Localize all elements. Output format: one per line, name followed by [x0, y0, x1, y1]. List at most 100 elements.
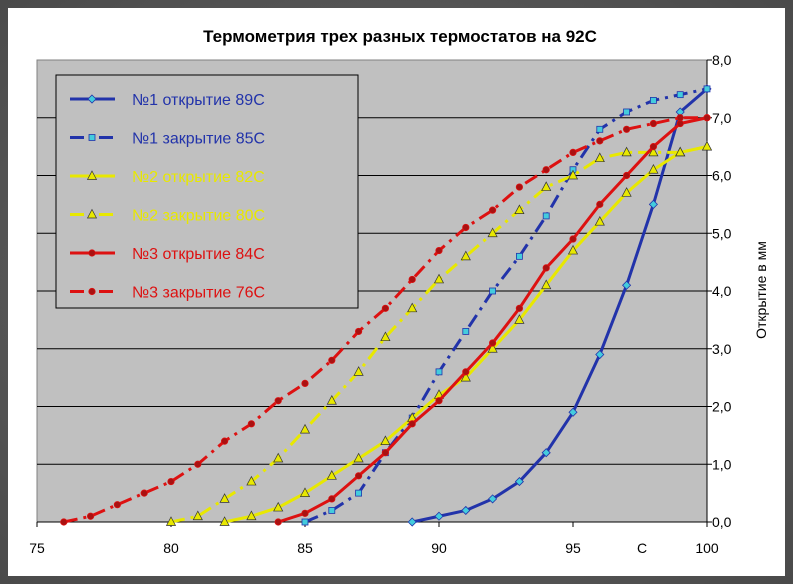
y-tick-label: 1,0 — [712, 456, 732, 472]
y-tick-label: 8,0 — [712, 52, 732, 68]
data-point — [192, 510, 203, 521]
data-point — [353, 452, 364, 463]
y-tick-label: 0,0 — [712, 514, 732, 530]
legend-label: №3 открытие 84С — [132, 246, 265, 263]
data-point — [541, 181, 552, 191]
data-point — [596, 125, 604, 133]
data-point — [514, 314, 525, 324]
data-point — [487, 343, 498, 353]
data-point — [326, 394, 337, 405]
x-tick-label: 90 — [431, 540, 447, 556]
data-point — [301, 518, 309, 526]
x-tick-label: 85 — [297, 540, 313, 556]
data-point — [88, 134, 96, 141]
data-point — [433, 273, 445, 284]
y-tick-label: 4,0 — [712, 283, 732, 299]
data-point — [516, 252, 523, 260]
data-point — [542, 166, 550, 174]
x-axis-ticks: 75 80 85 90 95 100 — [29, 521, 719, 556]
data-point — [86, 208, 98, 219]
y-tick-label: 3,0 — [712, 341, 732, 357]
data-point — [542, 264, 550, 272]
data-point — [408, 275, 416, 284]
legend-label: №1 открытие 89С — [132, 92, 265, 109]
data-point — [701, 140, 713, 151]
data-point — [676, 91, 684, 99]
data-point — [194, 460, 202, 468]
data-point — [650, 97, 657, 104]
data-point — [462, 368, 470, 376]
data-point — [246, 475, 257, 486]
data-point — [623, 108, 630, 116]
data-point — [621, 146, 632, 157]
data-point — [435, 397, 443, 405]
legend-label: №2 закрытие 80С — [132, 208, 265, 225]
data-point — [460, 250, 471, 261]
data-point — [434, 511, 444, 521]
data-point — [381, 449, 389, 457]
data-point — [87, 512, 95, 520]
series-line — [170, 145, 708, 524]
data-point — [461, 505, 471, 516]
series-line — [411, 87, 708, 524]
data-point — [488, 494, 498, 504]
data-point — [622, 280, 632, 290]
data-point — [247, 420, 255, 428]
data-point — [326, 470, 337, 480]
data-point — [489, 287, 497, 295]
data-point — [88, 287, 96, 296]
data-point — [408, 420, 416, 428]
data-point — [219, 493, 230, 503]
data-point — [86, 170, 98, 180]
data-point — [246, 510, 257, 521]
y-tick-label: 6,0 — [712, 168, 732, 184]
data-point — [567, 169, 579, 180]
data-point — [167, 477, 175, 486]
data-point — [514, 204, 525, 214]
data-point — [381, 304, 389, 312]
legend: №1 открытие 89С №1 закрытие 85С №2 открыти… — [55, 74, 359, 309]
data-point — [569, 235, 577, 243]
data-point — [676, 114, 684, 122]
series-2 — [301, 85, 711, 526]
data-point — [328, 356, 336, 364]
data-point — [435, 246, 443, 255]
y-tick-label: 2,0 — [712, 399, 732, 415]
data-point — [380, 435, 391, 445]
data-point — [113, 501, 122, 509]
x-tick-label: 100 — [695, 540, 719, 556]
data-point — [301, 379, 309, 387]
data-point — [407, 517, 417, 527]
data-point — [621, 187, 632, 197]
data-point — [354, 327, 363, 336]
legend-item: №3 открытие 84С — [70, 246, 265, 263]
series-line — [304, 87, 708, 524]
data-point — [355, 489, 363, 497]
x-axis-unit: С — [637, 540, 647, 556]
y-tick-label: 7,0 — [712, 110, 732, 126]
legend-label: №2 открытие 82С — [132, 169, 265, 186]
y-axis-ticks: 0,0 1,0 2,0 3,0 4,0 5,0 6,0 7,0 8,0 — [706, 52, 732, 530]
data-point — [622, 171, 631, 180]
data-point — [488, 206, 497, 214]
data-point — [675, 146, 686, 157]
data-point — [648, 163, 659, 174]
data-point — [703, 85, 711, 93]
legend-item: №1 открытие 89С — [70, 92, 265, 109]
legend-item: №2 закрытие 80С — [70, 208, 265, 225]
legend-box — [55, 74, 359, 309]
data-point — [301, 509, 309, 517]
data-point — [274, 518, 282, 526]
data-point — [648, 199, 658, 209]
data-point — [568, 407, 578, 417]
data-point — [380, 331, 391, 342]
data-point — [407, 302, 418, 313]
data-point — [328, 507, 336, 514]
data-point — [488, 339, 497, 347]
y-tick-label: 5,0 — [712, 225, 732, 241]
data-point — [649, 119, 658, 128]
data-point — [354, 472, 363, 480]
data-point — [274, 397, 282, 405]
